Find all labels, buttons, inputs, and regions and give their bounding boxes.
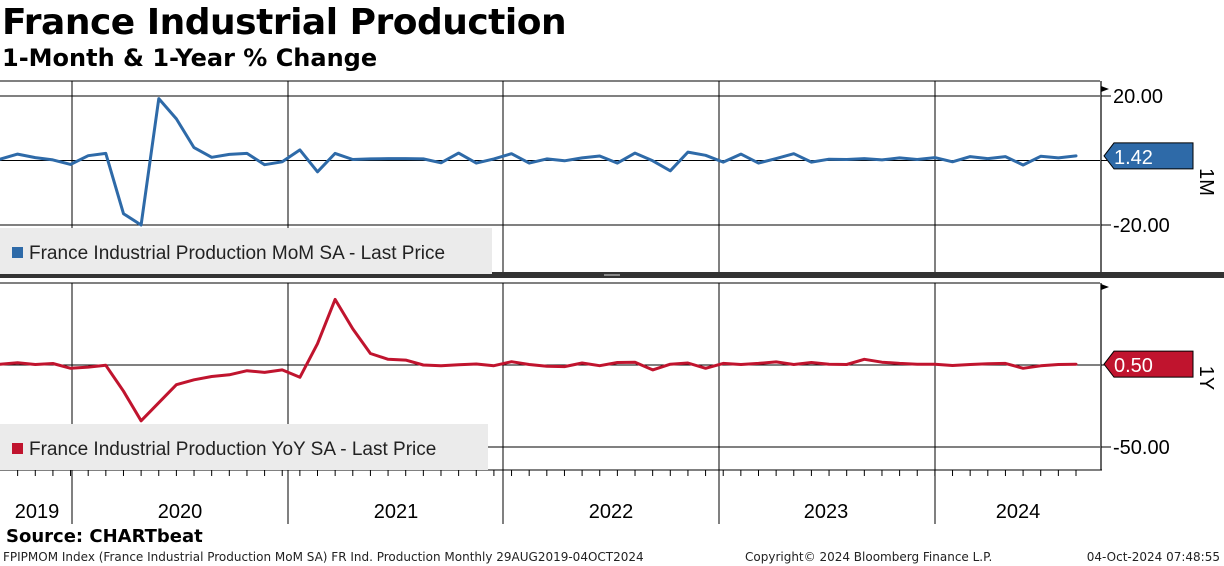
legend-swatch: [12, 443, 23, 454]
year-label: 2023: [804, 501, 849, 523]
year-label: 2024: [996, 501, 1041, 523]
legend-box: [0, 424, 488, 470]
year-label: 2019: [15, 501, 60, 523]
chart-subtitle: 1-Month & 1-Year % Change: [2, 44, 378, 72]
source-label: Source: CHARTbeat: [6, 526, 203, 547]
last-value-tag: [1103, 142, 1194, 170]
axis-arrow-icon: [1101, 86, 1109, 92]
timestamp: 04-Oct-2024 07:48:55: [1086, 550, 1220, 564]
y-tick-label: -20.00: [1113, 215, 1170, 237]
legend-swatch: [12, 247, 23, 258]
panel-label: 1Y: [1195, 366, 1217, 390]
copyright: Copyright© 2024 Bloomberg Finance L.P.: [745, 550, 993, 564]
chart-title: France Industrial Production: [2, 2, 567, 43]
y-tick-label: -50.00: [1113, 437, 1170, 459]
legend-label: France Industrial Production YoY SA - La…: [29, 439, 436, 460]
legend-label: France Industrial Production MoM SA - La…: [29, 243, 445, 264]
year-label: 2020: [158, 501, 203, 523]
index-info: FPIPMOM Index (France Industrial Product…: [3, 550, 644, 564]
panel-label: 1M: [1195, 168, 1217, 196]
year-label: 2021: [374, 501, 419, 523]
y-tick-label: 20.00: [1113, 86, 1163, 108]
series-line-yoy: [0, 297, 1078, 423]
last-value-label: 1.42: [1114, 147, 1153, 169]
series-line-mom: [0, 97, 1078, 227]
last-value-label: 0.50: [1114, 355, 1153, 377]
legend-box: [0, 228, 492, 274]
last-value-tag: [1103, 350, 1194, 378]
year-label: 2022: [589, 501, 634, 523]
axis-arrow-icon: [1101, 284, 1109, 290]
divider-grip: [604, 274, 620, 276]
